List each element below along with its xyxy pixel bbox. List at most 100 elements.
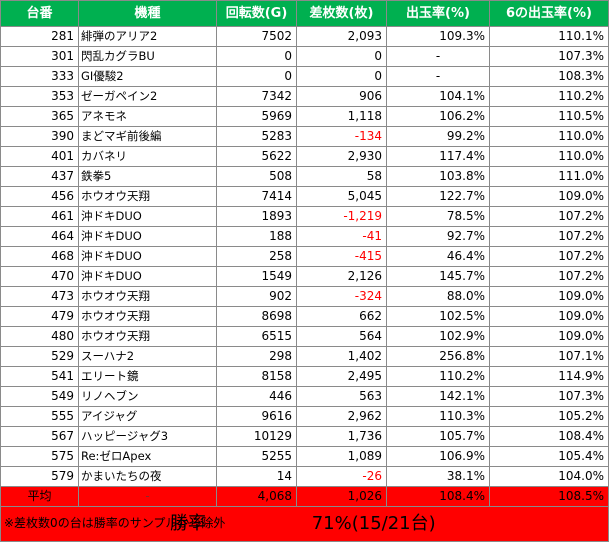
setting6-payout-rate-cell: 107.3% [489,386,609,407]
coin-difference-cell: 906 [296,86,387,107]
machine-model-cell: ホウオウ天翔 [78,306,217,327]
machine-model-cell: 閃乱カグラBU [78,46,217,67]
payout-rate-cell: 142.1% [386,386,490,407]
table-row: 464 沖ドキDUO 188 -41 92.7% 107.2% [0,226,609,247]
payout-rate-cell: 102.9% [386,326,490,347]
spins-cell: 1549 [216,266,297,287]
payout-rate-cell: 106.9% [386,446,490,467]
machine-number-cell: 390 [0,126,79,147]
table-row: 456 ホウオウ天翔 7414 5,045 122.7% 109.0% [0,186,609,207]
footnote: ※差枚数0の台は勝率のサンプルから除外 [4,516,226,530]
table-row: 301 閃乱カグラBU 0 0-107.3% [0,46,609,67]
average-label: 平均 [0,486,79,507]
machine-model-cell: GI優駿2 [78,66,217,87]
coin-difference-cell: -415 [296,246,387,267]
table-row: 390 まどマギ前後編 5283 -134 99.2% 110.0% [0,126,609,147]
table-row: 555 アイジャグ 9616 2,962 110.3% 105.2% [0,406,609,427]
machine-number-cell: 555 [0,406,79,427]
setting6-payout-rate-cell: 107.1% [489,346,609,367]
machine-number-cell: 480 [0,326,79,347]
spins-cell: 14 [216,466,297,487]
machine-model-cell: ハッピージャグ3 [78,426,217,447]
payout-rate-cell: 122.7% [386,186,490,207]
coin-difference-cell: 563 [296,386,387,407]
average-spins: 4,068 [216,486,297,507]
coin-difference-cell: 2,093 [296,26,387,47]
payout-rate-cell: 106.2% [386,106,490,127]
machine-number-cell: 470 [0,266,79,287]
table-row: 281 緋弾のアリア2 7502 2,093 109.3% 110.1% [0,26,609,47]
coin-difference-cell: 2,962 [296,406,387,427]
payout-rate-cell: 92.7% [386,226,490,247]
machine-model-cell: 沖ドキDUO [78,266,217,287]
machine-number-cell: 353 [0,86,79,107]
machine-model-cell: 緋弾のアリア2 [78,26,217,47]
table-row: 567 ハッピージャグ3 10129 1,736 105.7% 108.4% [0,426,609,447]
average-coin-difference: 1,026 [296,486,387,507]
coin-difference-cell: -26 [296,466,387,487]
machine-model-cell: Re:ゼロApex [78,446,217,467]
setting6-payout-rate-cell: 107.2% [489,206,609,227]
setting6-payout-rate-cell: 109.0% [489,186,609,207]
header-machine-number: 台番 [0,0,79,27]
table-row: 579 かまいたちの夜 14 -26 38.1% 104.0% [0,466,609,487]
payout-rate-cell: - [386,66,490,87]
spins-cell: 1893 [216,206,297,227]
machine-model-cell: カバネリ [78,146,217,167]
machine-number-cell: 473 [0,286,79,307]
machine-number-cell: 333 [0,66,79,87]
setting6-payout-rate-cell: 110.1% [489,26,609,47]
payout-rate-cell: 110.3% [386,406,490,427]
setting6-payout-rate-cell: 108.4% [489,426,609,447]
coin-difference-cell: 2,495 [296,366,387,387]
machine-model-cell: まどマギ前後編 [78,126,217,147]
win-rate-label: 勝率 [170,513,206,534]
average-machine-placeholder: - [78,486,217,507]
spins-cell: 7414 [216,186,297,207]
header-machine-model: 機種 [78,0,217,27]
payout-rate-cell: 104.1% [386,86,490,107]
machine-model-cell: 鉄拳5 [78,166,217,187]
setting6-payout-rate-cell: 110.5% [489,106,609,127]
setting6-payout-rate-cell: 105.2% [489,406,609,427]
table-row: 461 沖ドキDUO 1893 -1,219 78.5% 107.2% [0,206,609,227]
machine-number-cell: 529 [0,346,79,367]
machine-number-cell: 456 [0,186,79,207]
machine-model-cell: 沖ドキDUO [78,226,217,247]
table-row: 333 GI優駿2 0 0-108.3% [0,66,609,87]
payout-rate-cell: 109.3% [386,26,490,47]
payout-rate-cell: 46.4% [386,246,490,267]
spins-cell: 0 [216,46,297,67]
machine-model-cell: ゼーガペイン2 [78,86,217,107]
coin-difference-cell: 1,402 [296,346,387,367]
payout-rate-cell: 103.8% [386,166,490,187]
spins-cell: 508 [216,166,297,187]
coin-difference-cell: 662 [296,306,387,327]
machine-number-cell: 464 [0,226,79,247]
setting6-payout-rate-cell: 114.9% [489,366,609,387]
coin-difference-cell: 1,736 [296,426,387,447]
setting6-payout-rate-cell: 109.0% [489,306,609,327]
payout-rate-cell: 78.5% [386,206,490,227]
table-row: 353 ゼーガペイン2 7342 906 104.1% 110.2% [0,86,609,107]
spins-cell: 5255 [216,446,297,467]
coin-difference-cell: 564 [296,326,387,347]
machine-model-cell: 沖ドキDUO [78,246,217,267]
machine-number-cell: 541 [0,366,79,387]
payout-rate-cell: 102.5% [386,306,490,327]
setting6-payout-rate-cell: 107.2% [489,246,609,267]
setting6-payout-rate-cell: 111.0% [489,166,609,187]
machine-model-cell: かまいたちの夜 [78,466,217,487]
payout-rate-cell: 105.7% [386,426,490,447]
spins-cell: 0 [216,66,297,87]
machine-number-cell: 437 [0,166,79,187]
machine-number-cell: 401 [0,146,79,167]
setting6-payout-rate-cell: 107.2% [489,266,609,287]
table-row: 549 リノヘブン 446 563 142.1% 107.3% [0,386,609,407]
spins-cell: 188 [216,226,297,247]
coin-difference-cell: -41 [296,226,387,247]
win-rate-value: 71%(15/21台) [311,513,436,534]
header-setting6-payout-rate: 6の出玉率(%) [489,0,609,27]
coin-difference-cell: 58 [296,166,387,187]
